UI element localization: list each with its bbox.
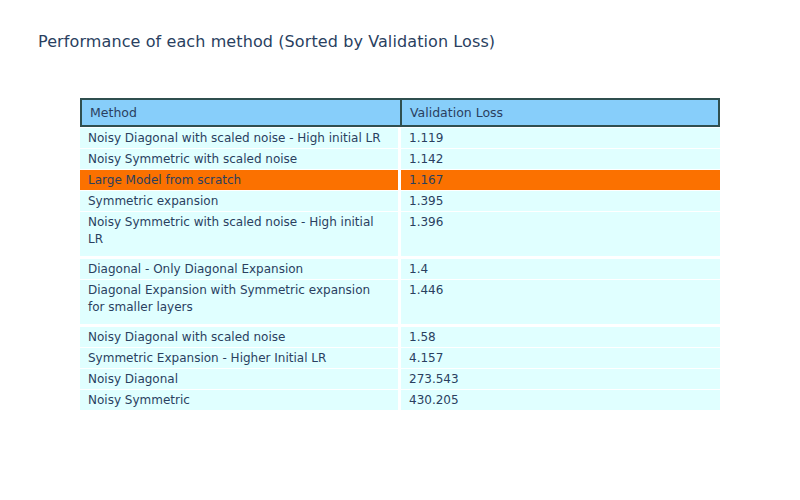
page-title: Performance of each method (Sorted by Va… [38,32,495,51]
method-cell: Symmetric expansion [80,191,398,211]
table-row: Noisy Diagonal 273.543 [80,369,720,389]
column-header-method: Method [82,100,402,125]
table-row-highlighted: Large Model from scratch 1.167 [80,170,720,190]
value-cell: 1.395 [401,191,720,211]
method-cell: Large Model from scratch [80,170,398,190]
value-cell: 273.543 [401,369,720,389]
value-cell: 1.396 [401,212,720,256]
method-cell: Diagonal Expansion with Symmetric expans… [80,280,398,324]
value-cell: 1.142 [401,149,720,169]
method-cell: Diagonal - Only Diagonal Expansion [80,259,398,279]
method-cell: Noisy Symmetric with scaled noise - High… [80,212,398,256]
table-row: Symmetric expansion 1.395 [80,191,720,211]
value-cell: 1.167 [401,170,720,190]
method-cell: Symmetric Expansion - Higher Initial LR [80,348,398,368]
table-body: Noisy Diagonal with scaled noise - High … [80,128,720,410]
table-row: Noisy Diagonal with scaled noise - High … [80,128,720,148]
value-cell: 1.4 [401,259,720,279]
method-cell: Noisy Diagonal with scaled noise - High … [80,128,398,148]
value-cell: 1.446 [401,280,720,324]
table-row: Noisy Symmetric with scaled noise 1.142 [80,149,720,169]
value-cell: 430.205 [401,390,720,410]
method-cell: Noisy Diagonal with scaled noise [80,327,398,347]
value-cell: 4.157 [401,348,720,368]
method-cell: Noisy Diagonal [80,369,398,389]
value-cell: 1.58 [401,327,720,347]
table-row: Noisy Diagonal with scaled noise 1.58 [80,327,720,347]
method-cell: Noisy Symmetric with scaled noise [80,149,398,169]
value-cell: 1.119 [401,128,720,148]
table-row: Noisy Symmetric 430.205 [80,390,720,410]
table-row: Diagonal Expansion with Symmetric expans… [80,280,720,324]
method-cell: Noisy Symmetric [80,390,398,410]
table-row: Noisy Symmetric with scaled noise - High… [80,212,720,256]
table-header-row: Method Validation Loss [80,98,720,127]
column-header-validation-loss: Validation Loss [402,100,718,125]
performance-table: Method Validation Loss Noisy Diagonal wi… [80,98,720,411]
table-row: Diagonal - Only Diagonal Expansion 1.4 [80,259,720,279]
table-row: Symmetric Expansion - Higher Initial LR … [80,348,720,368]
